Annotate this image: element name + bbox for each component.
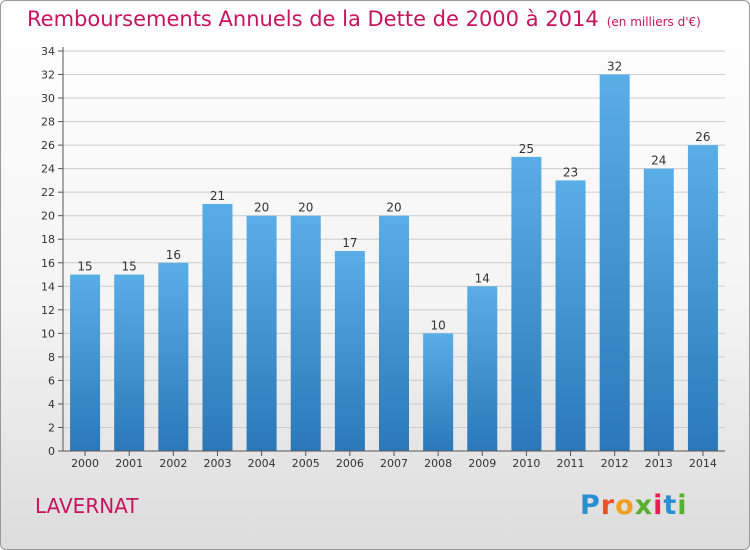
bar bbox=[378, 215, 410, 451]
bar bbox=[70, 274, 101, 451]
bar bbox=[555, 180, 586, 452]
logo-letter: P bbox=[580, 490, 601, 521]
bar bbox=[114, 274, 145, 451]
y-tick-label: 14 bbox=[41, 280, 55, 293]
x-tick-label: 2013 bbox=[645, 457, 673, 470]
bar bbox=[511, 156, 542, 451]
x-tick-label: 2001 bbox=[115, 457, 143, 470]
y-tick-label: 22 bbox=[41, 186, 55, 199]
logo-letter: t bbox=[663, 490, 678, 521]
data-label: 15 bbox=[122, 260, 137, 274]
x-tick-label: 2000 bbox=[71, 457, 99, 470]
x-tick-label: 2005 bbox=[292, 457, 320, 470]
bar bbox=[246, 215, 277, 451]
x-tick-label: 2003 bbox=[203, 457, 231, 470]
y-tick-label: 4 bbox=[48, 398, 55, 411]
commune-name: LAVERNAT bbox=[35, 494, 139, 518]
data-label: 16 bbox=[166, 248, 181, 262]
x-tick-label: 2004 bbox=[248, 457, 276, 470]
data-label: 23 bbox=[563, 165, 578, 179]
logo-letter: o bbox=[615, 490, 635, 521]
y-tick-label: 32 bbox=[41, 69, 55, 82]
bar bbox=[202, 203, 233, 451]
data-label: 24 bbox=[651, 154, 666, 168]
chart-title-text: Remboursements Annuels de la Dette de 20… bbox=[27, 7, 599, 31]
x-tick-label: 2002 bbox=[159, 457, 187, 470]
y-tick-label: 24 bbox=[41, 163, 55, 176]
y-tick-label: 34 bbox=[41, 45, 55, 58]
data-label: 20 bbox=[254, 201, 269, 215]
data-label: 32 bbox=[607, 60, 622, 74]
data-label: 17 bbox=[342, 236, 357, 250]
logo-letter: i bbox=[677, 490, 688, 521]
bar bbox=[599, 74, 630, 451]
proxiti-logo: Proxiti bbox=[580, 490, 688, 521]
y-tick-label: 0 bbox=[48, 445, 55, 458]
bar bbox=[290, 215, 321, 451]
data-label: 26 bbox=[695, 130, 710, 144]
y-tick-label: 2 bbox=[48, 421, 55, 434]
x-tick-label: 2014 bbox=[689, 457, 717, 470]
bar bbox=[687, 145, 718, 451]
y-tick-label: 26 bbox=[41, 139, 55, 152]
x-tick-label: 2006 bbox=[336, 457, 364, 470]
x-tick-label: 2012 bbox=[601, 457, 629, 470]
data-label: 20 bbox=[386, 201, 401, 215]
data-label: 21 bbox=[210, 189, 225, 203]
logo-letter: i bbox=[653, 490, 664, 521]
x-tick-label: 2010 bbox=[512, 457, 540, 470]
y-tick-label: 6 bbox=[48, 374, 55, 387]
data-label: 10 bbox=[430, 318, 445, 332]
y-tick-label: 16 bbox=[41, 257, 55, 270]
bar bbox=[467, 286, 498, 451]
logo-letter: x bbox=[634, 490, 654, 521]
chart-title: Remboursements Annuels de la Dette de 20… bbox=[27, 7, 701, 31]
x-axis: 2000 2001 2002 2003 2004 2005 2006 2007 2008 2009… bbox=[71, 451, 717, 470]
y-tick-label: 20 bbox=[41, 210, 55, 223]
y-tick-label: 28 bbox=[41, 116, 55, 129]
data-label: 20 bbox=[298, 201, 313, 215]
x-tick-label: 2009 bbox=[468, 457, 496, 470]
x-tick-label: 2007 bbox=[380, 457, 408, 470]
bar bbox=[423, 333, 454, 451]
bar bbox=[158, 262, 189, 451]
y-tick-label: 10 bbox=[41, 327, 55, 340]
data-label: 15 bbox=[77, 260, 92, 274]
bar bbox=[643, 168, 674, 451]
bars: 15 15 16 21 20 20 17 20 10 14 25 23 32 24 26 bbox=[70, 60, 718, 452]
bar bbox=[334, 251, 365, 451]
y-tick-label: 18 bbox=[41, 233, 55, 246]
chart-unit: (en milliers d'€) bbox=[606, 15, 701, 29]
y-tick-label: 8 bbox=[48, 351, 55, 364]
data-label: 14 bbox=[475, 271, 490, 285]
logo-letter: r bbox=[600, 490, 616, 521]
y-tick-label: 30 bbox=[41, 92, 55, 105]
x-tick-label: 2011 bbox=[557, 457, 585, 470]
y-tick-label: 12 bbox=[41, 304, 55, 317]
data-label: 25 bbox=[519, 142, 534, 156]
x-tick-label: 2008 bbox=[424, 457, 452, 470]
